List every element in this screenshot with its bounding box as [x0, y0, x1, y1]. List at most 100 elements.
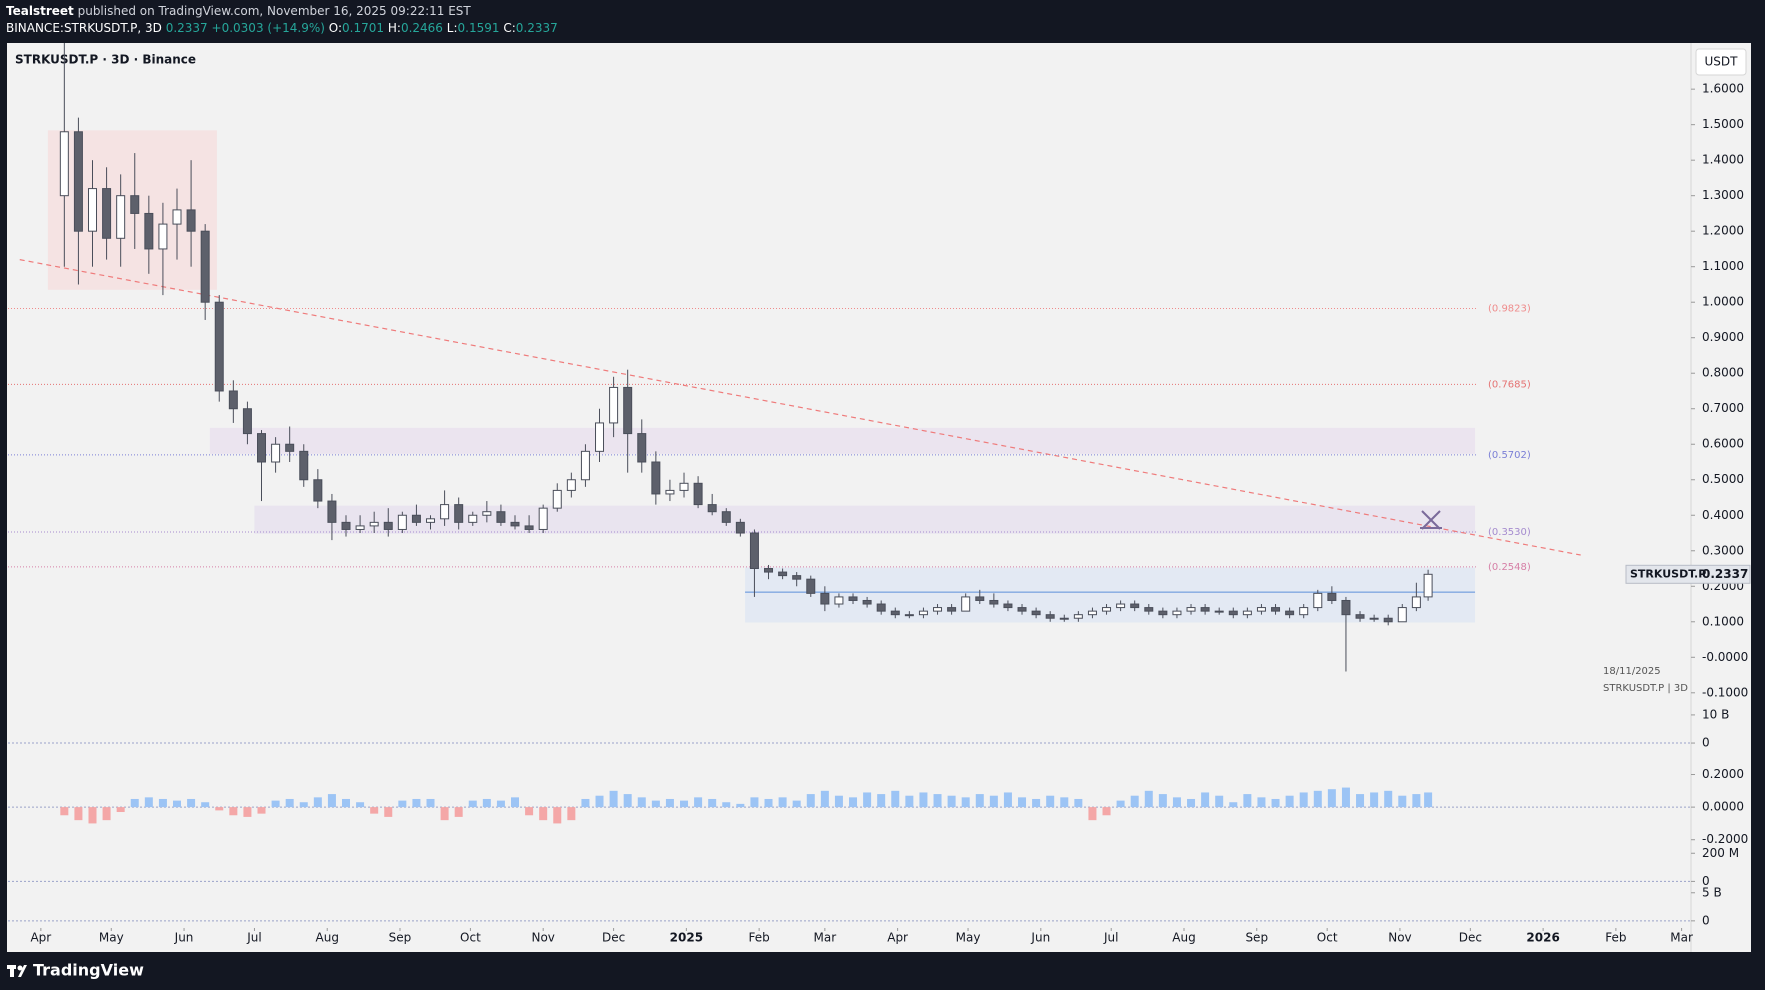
histogram-bar — [708, 798, 717, 808]
histogram-bar — [1130, 795, 1139, 808]
x-tick-label: Mar — [1670, 931, 1693, 945]
histogram-bar — [74, 807, 83, 821]
candle-body — [1313, 592, 1323, 609]
candle-body — [524, 525, 534, 530]
candle-body — [59, 131, 69, 197]
x-tick-label: Jul — [1103, 931, 1118, 945]
footer-bar — [0, 952, 1765, 990]
histogram-bar — [468, 800, 477, 808]
histogram-bar — [60, 807, 69, 816]
h: 0.2466 — [400, 21, 443, 35]
x-tick-label: Dec — [1459, 931, 1482, 945]
candle-body — [890, 610, 900, 616]
histogram-bar — [1257, 797, 1266, 808]
x-tick-label: Feb — [749, 931, 770, 945]
candle-body — [566, 479, 576, 491]
histogram-bar — [750, 797, 759, 808]
y-tick-label: 0.6000 — [1702, 437, 1744, 451]
y-tick-label: 1.6000 — [1702, 82, 1744, 96]
candle-body — [1116, 603, 1126, 609]
main-pane — [8, 43, 1581, 672]
y-tick-label: 0.4000 — [1702, 508, 1744, 522]
y-tick-label: 1.5000 — [1702, 117, 1744, 131]
candle-body — [1256, 607, 1266, 612]
candle-body — [116, 195, 126, 239]
histogram-bar — [496, 800, 505, 808]
candle-body — [285, 443, 295, 452]
pane-tick-label: 0 — [1702, 913, 1710, 927]
candle-body — [397, 514, 407, 530]
candle-body — [989, 599, 999, 605]
candle-body — [651, 461, 661, 495]
x-tick-label: Nov — [1388, 931, 1411, 945]
zone — [209, 427, 1476, 454]
candle-body — [792, 575, 802, 580]
histogram-bar — [398, 800, 407, 808]
candle-body — [1102, 607, 1112, 612]
candle-body — [1130, 603, 1140, 609]
x-tick-label: Apr — [30, 931, 51, 945]
histogram-bar — [905, 795, 914, 808]
histogram-bar — [511, 797, 520, 808]
histogram-bar — [567, 807, 576, 821]
candle-body — [130, 195, 140, 214]
histogram-bar — [736, 803, 745, 808]
candle-body — [172, 209, 182, 225]
histogram-bar — [1229, 802, 1238, 808]
c-label: C: — [503, 21, 516, 35]
candle-body — [961, 596, 971, 612]
candle-body — [665, 489, 675, 495]
histogram-bar — [792, 800, 801, 808]
histogram-bar — [440, 807, 449, 821]
last: 0.2337 — [165, 21, 208, 35]
histogram-bar — [553, 807, 562, 824]
histogram-bar — [342, 798, 351, 808]
author: Tealstreet — [6, 4, 74, 18]
histogram-bar — [144, 797, 153, 808]
candle-body — [88, 188, 98, 232]
pane-tick-label: 200 M — [1702, 846, 1739, 860]
candle-body — [144, 212, 154, 250]
histogram-bar — [1046, 795, 1055, 808]
currency: USDT — [1705, 55, 1739, 69]
x-tick-label: Jul — [246, 931, 261, 945]
x-tick-label: Sep — [1245, 931, 1268, 945]
histogram-bar — [1412, 794, 1421, 808]
histogram-bar — [1341, 787, 1350, 808]
histogram-bar — [313, 797, 322, 808]
candle-body — [496, 511, 506, 523]
publish-line: Tealstreet published on TradingView.com,… — [6, 4, 471, 18]
y-tick-label: 1.3000 — [1702, 188, 1744, 202]
x-tick-label: May — [956, 931, 981, 945]
histogram-bar — [595, 795, 604, 808]
candle-body — [214, 301, 224, 392]
candle-body — [411, 514, 421, 523]
fib-label: (0.2548) — [1488, 562, 1531, 573]
candle-body — [341, 521, 351, 530]
candle-body — [595, 422, 605, 452]
histogram-bar — [820, 790, 829, 808]
candle-body — [693, 482, 703, 506]
histogram-bar — [1158, 794, 1167, 808]
fib-label: (0.3530) — [1488, 527, 1531, 538]
candle-body — [73, 131, 83, 232]
histogram-bar — [257, 807, 266, 814]
histogram-bar — [623, 794, 632, 808]
candle-body — [1059, 617, 1069, 620]
histogram-bar — [173, 800, 182, 808]
zone — [254, 505, 1476, 534]
histogram-bar — [243, 807, 252, 817]
candle-body — [1087, 610, 1097, 616]
x-tick-label: Mar — [814, 931, 837, 945]
candle-body — [1017, 607, 1027, 612]
candle-body — [1369, 617, 1379, 620]
histogram-bar — [863, 792, 872, 808]
candle-body — [749, 532, 759, 570]
y-tick-label: 0.8000 — [1702, 366, 1744, 380]
histogram-bar — [1074, 798, 1083, 808]
pane-tick-label: -0.2000 — [1702, 832, 1748, 846]
histogram-bar — [1313, 790, 1322, 808]
candle-body — [1355, 614, 1365, 619]
symbol: BINANCE:STRKUSDT.P, 3D — [6, 21, 162, 35]
